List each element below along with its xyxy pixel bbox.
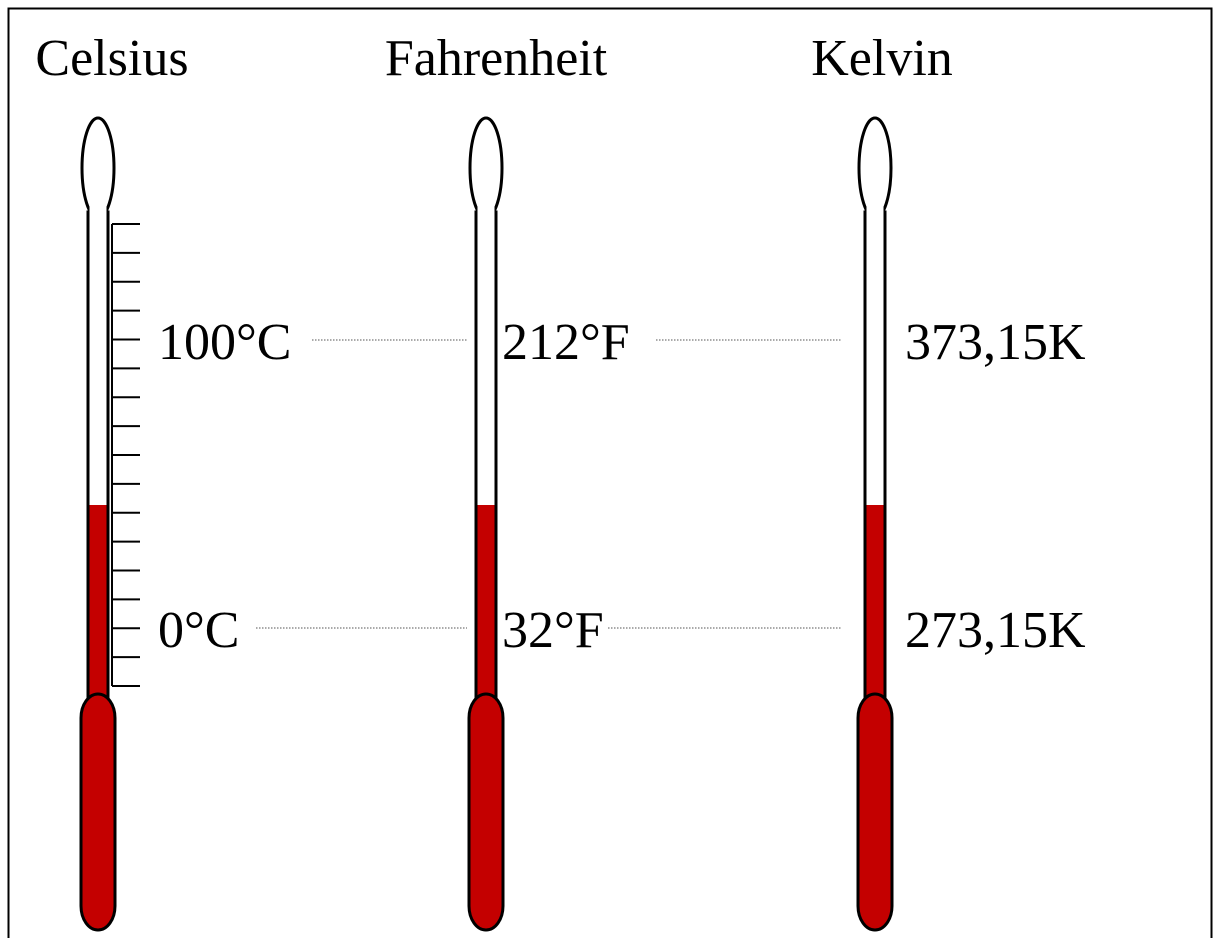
tube-cover bbox=[478, 205, 495, 225]
top-bulb bbox=[859, 118, 891, 218]
mercury bbox=[90, 505, 107, 710]
bottom-bulb bbox=[81, 694, 115, 930]
bottom-bulb bbox=[858, 694, 892, 930]
bottom-bulb bbox=[469, 694, 503, 930]
mercury bbox=[478, 505, 495, 710]
scale-label: 32°F bbox=[502, 602, 604, 659]
scale-label: 0°C bbox=[158, 602, 239, 659]
frame bbox=[9, 9, 1212, 938]
scale-label: 212°F bbox=[502, 314, 630, 371]
top-bulb bbox=[82, 118, 114, 218]
scale-title: Celsius bbox=[35, 30, 188, 87]
tube-cover bbox=[90, 205, 107, 225]
scale-title: Fahrenheit bbox=[385, 30, 608, 87]
mercury bbox=[867, 505, 884, 710]
scale-label: 273,15K bbox=[905, 602, 1086, 659]
top-bulb bbox=[470, 118, 502, 218]
scale-label: 373,15K bbox=[905, 314, 1086, 371]
tube-cover bbox=[867, 205, 884, 225]
diagram: Celsius 100°C 0°C Fahrenheit 212°F 32°F Kelvin… bbox=[0, 0, 1214, 938]
scale-label: 100°C bbox=[158, 314, 291, 371]
scale-title: Kelvin bbox=[811, 30, 953, 87]
